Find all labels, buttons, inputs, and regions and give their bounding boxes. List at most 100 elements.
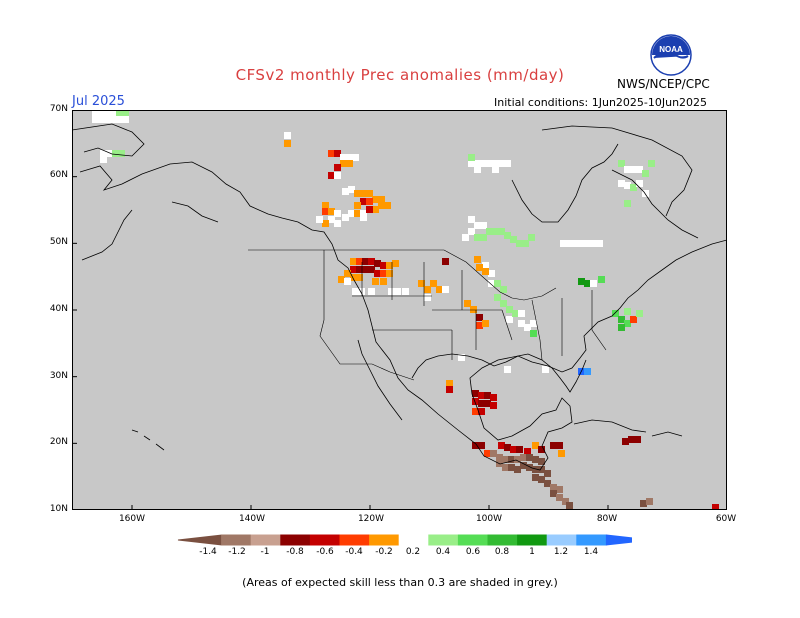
anomaly-cell (360, 198, 367, 205)
anomaly-cell (542, 366, 549, 373)
anomaly-cell (510, 236, 517, 243)
anomaly-cell (502, 456, 509, 463)
anomaly-cell (504, 232, 511, 239)
anomaly-cell (104, 110, 111, 117)
anomaly-cell (372, 206, 379, 213)
anomaly-cell (284, 132, 291, 139)
anomaly-cell (328, 150, 335, 157)
anomaly-cell (100, 156, 107, 163)
anomaly-cell (538, 466, 545, 473)
anomaly-cell (356, 266, 363, 273)
anomaly-cell (642, 170, 649, 177)
forecast-month-label: Jul 2025 (72, 94, 125, 109)
anomaly-cell (556, 494, 563, 501)
anomaly-cell (640, 500, 647, 507)
anomaly-cell (92, 110, 99, 117)
anomaly-cell (572, 240, 579, 247)
anomaly-cell (344, 270, 351, 277)
anomaly-cell (122, 110, 129, 117)
lat-label-10n: 10N (49, 504, 68, 514)
anomaly-cell (578, 278, 585, 285)
anomaly-cell (384, 202, 391, 209)
anomaly-cell (366, 198, 373, 205)
noaa-logo-text: NOAA (659, 45, 683, 54)
lat-label-30n: 30N (49, 371, 68, 381)
anomaly-cell (334, 210, 341, 217)
anomaly-cell (344, 278, 351, 285)
anomaly-cell (506, 306, 513, 313)
colorbar-swatch (605, 534, 632, 546)
anomaly-cell (488, 270, 495, 277)
anomaly-cell (648, 160, 655, 167)
anomaly-cell (494, 280, 501, 287)
anomaly-cell (350, 266, 357, 273)
anomaly-cell (584, 368, 591, 375)
anomaly-cell (472, 398, 479, 405)
anomaly-cell (110, 110, 117, 117)
anomaly-cell (474, 160, 481, 167)
colorbar-label: -0.8 (286, 547, 304, 557)
lon-label-80w: 80W (596, 514, 618, 524)
anomaly-cell (118, 150, 125, 157)
anomaly-cell (544, 480, 551, 487)
anomaly-cell (624, 320, 631, 327)
colorbar-swatch (309, 534, 341, 546)
anomaly-cell (322, 220, 329, 227)
lon-label-160w: 160W (118, 514, 146, 524)
anomaly-cell (636, 166, 643, 173)
anomaly-cell (478, 392, 485, 399)
anomaly-cell (348, 186, 355, 193)
anomaly-cell (402, 288, 409, 295)
anomaly-cell (334, 220, 341, 227)
agency-label: NWS/NCEP/CPC (617, 77, 710, 91)
anomaly-cell (624, 166, 631, 173)
anomaly-cell (446, 380, 453, 387)
anomaly-cell (510, 446, 517, 453)
anomaly-cell (508, 456, 515, 463)
anomaly-cell (354, 210, 361, 217)
anomaly-cell (530, 320, 537, 327)
colorbar-swatch (339, 534, 371, 546)
colorbar-swatch (177, 534, 223, 546)
anomaly-cell (516, 446, 523, 453)
anomaly-cell (618, 316, 625, 323)
colorbar-label: -0.4 (345, 547, 363, 557)
colorbar-label: 1.2 (553, 547, 569, 557)
anomaly-cell (590, 280, 597, 287)
colorbar-swatch (576, 534, 607, 546)
anomaly-cell (544, 470, 551, 477)
state-borders (248, 249, 607, 381)
anomaly-cell (350, 274, 357, 281)
anomaly-cell (356, 258, 363, 265)
anomaly-cell (424, 294, 431, 301)
colorbar-swatch (250, 534, 282, 546)
anomaly-cell (430, 280, 437, 287)
anomaly-cell (368, 288, 375, 295)
anomaly-cell (492, 228, 499, 235)
colorbar-swatch (398, 534, 430, 546)
lat-label-20n: 20N (49, 437, 68, 447)
anomaly-cell (538, 476, 545, 483)
initial-conditions-label: Initial conditions: 1Jun2025-10Jun2025 (494, 96, 708, 109)
anomaly-cell (380, 270, 387, 277)
anomaly-cell (646, 498, 653, 505)
colorbar-label: -1.2 (228, 547, 246, 557)
anomaly-cell (502, 464, 509, 471)
anomaly-cell (472, 408, 479, 415)
anomaly-cell (380, 278, 387, 285)
anomaly-cell (642, 190, 649, 197)
anomaly-cell (104, 116, 111, 123)
anomaly-cell (712, 504, 719, 510)
colorbar-label: 0.6 (465, 547, 481, 557)
anomaly-cell (512, 310, 519, 317)
anomaly-cell (584, 280, 591, 287)
colorbar (177, 534, 632, 546)
anomaly-cell (386, 270, 393, 277)
anomaly-cell (468, 160, 475, 167)
precip-anomaly-map (72, 110, 727, 510)
colorbar-swatch (517, 534, 548, 546)
anomaly-cell (498, 442, 505, 449)
anomaly-cell (472, 442, 479, 449)
anomaly-cell (558, 450, 565, 457)
anomaly-cell (498, 228, 505, 235)
